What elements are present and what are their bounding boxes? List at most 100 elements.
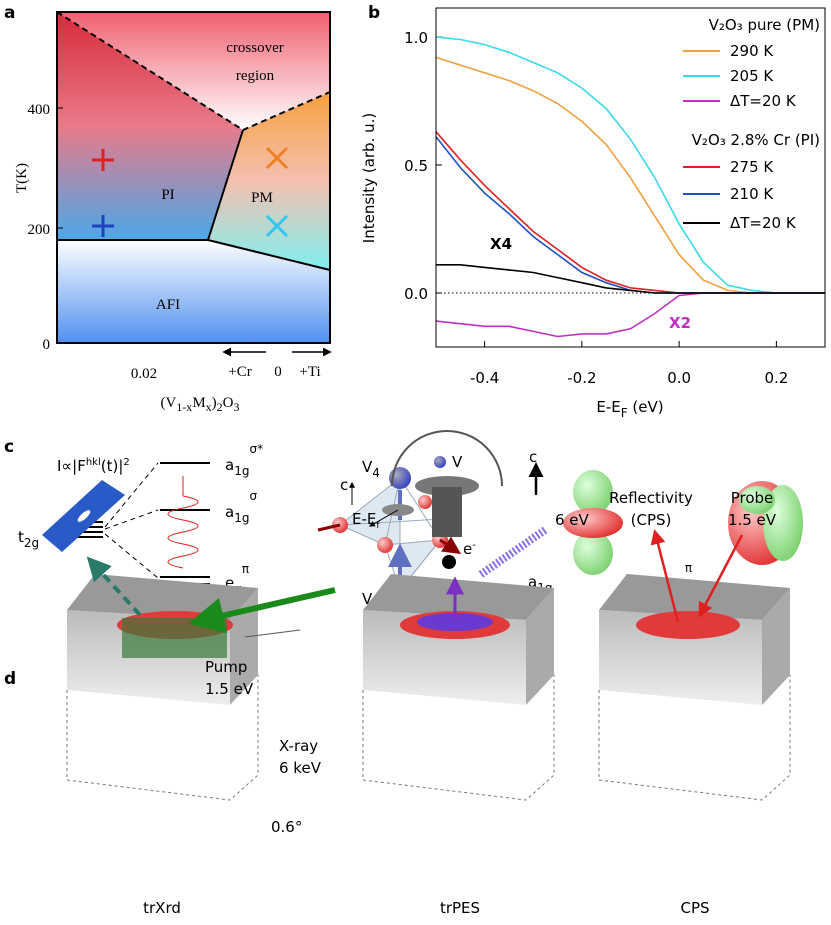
probed-area: [417, 613, 493, 631]
axis-label: c: [529, 448, 537, 466]
electron: [442, 555, 456, 569]
formula: I∝|Fhkl(t)|2: [57, 457, 130, 475]
text: a: [225, 456, 234, 474]
text: (V: [160, 395, 176, 411]
x-tick-label: 0.02: [131, 366, 157, 382]
method-label: trXrd: [143, 899, 181, 917]
top-face: [599, 574, 790, 620]
analyzer: [415, 476, 479, 496]
legend-label: 210 K: [730, 185, 774, 203]
legend-title: V₂O₃ 2.8% Cr (PI): [692, 131, 820, 149]
axis-label: c: [340, 476, 348, 494]
probed-volume: [122, 618, 227, 658]
level: [160, 462, 210, 585]
y-tick-label: 0.0: [404, 285, 428, 303]
label: 6 keV: [279, 759, 322, 777]
text: 3: [234, 400, 240, 414]
doping-label: +Cr: [228, 364, 251, 380]
marker: [92, 149, 114, 171]
lobe: [573, 470, 613, 514]
label: (CPS): [631, 511, 672, 529]
text: 1g: [234, 511, 249, 525]
diffraction-spot: [77, 510, 91, 522]
torus: [563, 508, 623, 538]
phase-diagram: crossover region PI PM AFI 400 200 0 T(K…: [14, 11, 332, 414]
label: 1.5 eV: [205, 680, 254, 698]
slab: I∝|Fhkl(t)|2 Pump 1.5 eV X-ray 6 keV 0.6…: [42, 457, 336, 917]
text: M: [192, 395, 205, 411]
x-tick-label: 0.0: [667, 369, 691, 387]
y-tick-label: 400: [28, 102, 51, 118]
region-label: crossover: [226, 40, 283, 56]
text: e: [225, 574, 234, 592]
level-diagram: t2g a1gσ* a1gσ egπ: [18, 442, 263, 596]
doping-label: 0: [274, 364, 282, 380]
region-label: region: [236, 68, 275, 84]
slab: Reflectivity (CPS) Probe 1.5 eV CPS: [598, 489, 791, 917]
level-label: a1gσ*: [225, 442, 263, 478]
method-label: CPS: [680, 899, 709, 917]
outline: [66, 675, 259, 801]
spot: [636, 611, 740, 639]
panel-label: c: [4, 437, 14, 457]
y-tick-label: 1.0: [404, 29, 428, 47]
x-tick-label: -0.2: [567, 369, 596, 387]
marker: [265, 214, 289, 238]
x-label: E-EF (eV): [596, 398, 663, 420]
o-atom: [377, 537, 393, 553]
lens: [432, 487, 462, 537]
panel-label: d: [4, 669, 16, 689]
series-line: [436, 263, 825, 294]
text: -: [472, 540, 476, 551]
text: (eV): [628, 398, 664, 416]
text: π: [242, 562, 249, 576]
x-tick-label: -0.4: [470, 369, 499, 387]
region-label: PM: [251, 190, 273, 206]
x-tick-label: 0.2: [764, 369, 788, 387]
label: 1.5 eV: [728, 511, 777, 529]
text: e: [463, 540, 472, 558]
panel-label: b: [368, 3, 380, 23]
label: E-Ef: [352, 510, 380, 531]
text: V: [362, 458, 373, 476]
x-label: (V1-xMx)2O3: [160, 395, 239, 414]
text: E-E: [352, 510, 376, 528]
text: E-E: [596, 398, 620, 416]
marker: [265, 146, 289, 170]
diffracted-beam: [86, 556, 142, 617]
label: Probe: [731, 489, 774, 507]
text: hkl: [86, 457, 101, 468]
series-line: [435, 36, 825, 294]
text: F: [621, 406, 628, 420]
legend-label: 205 K: [730, 67, 774, 85]
marker: [92, 215, 114, 237]
o-atom: [418, 495, 432, 509]
y-tick-label: 200: [28, 222, 51, 238]
side-face: [526, 588, 554, 705]
angle-line: [244, 629, 301, 638]
pm-region: [208, 92, 330, 270]
panel-label: a: [4, 3, 15, 23]
text: π: [685, 561, 692, 575]
label: e-: [463, 540, 476, 558]
text: σ*: [249, 442, 263, 456]
y-tick-label: 0.5: [404, 157, 428, 175]
displacement: [317, 523, 458, 552]
annotation: X4: [490, 235, 512, 253]
label: 0.6°: [271, 818, 302, 836]
text: 2: [123, 457, 129, 468]
annotation: X2: [669, 314, 691, 332]
top-face: [363, 574, 554, 620]
legend-label: 290 K: [730, 42, 774, 60]
photon: [477, 526, 548, 579]
text: a: [528, 573, 537, 591]
legend-label: 275 K: [730, 158, 774, 176]
text: V: [362, 590, 373, 608]
outline: [362, 675, 555, 801]
lobe: [739, 486, 775, 514]
pi-region: [57, 12, 243, 240]
y-tick-label: 0: [43, 337, 51, 353]
